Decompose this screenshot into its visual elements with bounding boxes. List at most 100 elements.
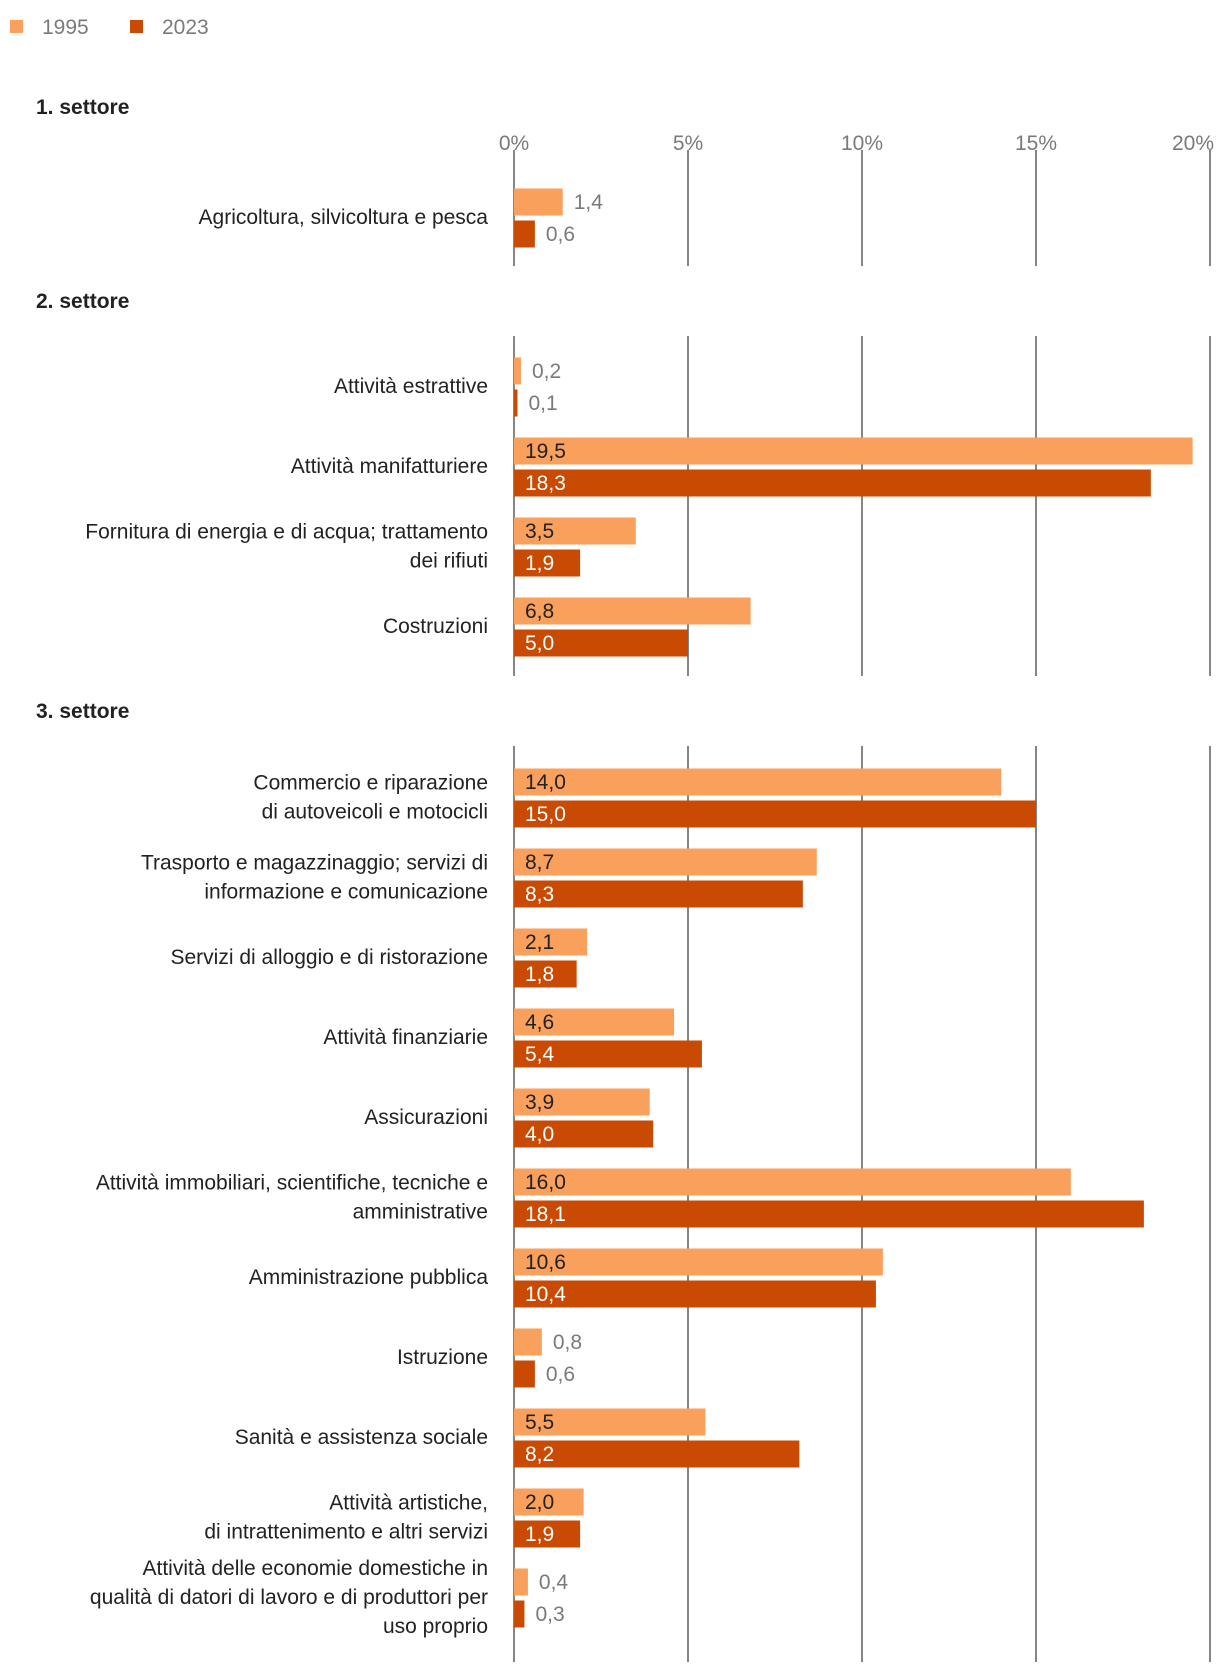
data-label-2023: 0,3 bbox=[535, 1603, 564, 1626]
category-row: Agricoltura, silvicoltura e pesca 1,4 0,6 bbox=[199, 188, 604, 248]
data-label-2023: 0,6 bbox=[546, 223, 575, 246]
data-label-1995: 10,6 bbox=[525, 1251, 566, 1274]
data-label-2023: 1,8 bbox=[525, 963, 554, 986]
category-label: Attività delle economie domestiche in qua… bbox=[90, 1557, 488, 1638]
bar-1995 bbox=[514, 1328, 542, 1356]
axis-tick-label: 0% bbox=[499, 132, 529, 155]
bar-2023 bbox=[514, 960, 577, 988]
data-label-1995: 2,1 bbox=[525, 931, 554, 954]
category-row: Attività delle economie domestiche in qua… bbox=[90, 1557, 569, 1638]
bar-2023 bbox=[514, 629, 688, 657]
bar-2023 bbox=[514, 1440, 800, 1468]
category-label: Attività immobiliari, scientifiche, tecn… bbox=[96, 1172, 488, 1224]
data-label-1995: 19,5 bbox=[525, 440, 566, 463]
data-label-1995: 8,7 bbox=[525, 851, 554, 874]
category-label: Fornitura di energia e di acqua; trattam… bbox=[85, 521, 488, 573]
group-3: 3. settore Commercio e riparazione di auto… bbox=[36, 700, 1211, 1662]
category-label: Agricoltura, silvicoltura e pesca bbox=[199, 206, 489, 229]
data-label-1995: 3,9 bbox=[525, 1091, 554, 1114]
category-row: Amministrazione pubblica 10,6 10,4 bbox=[249, 1248, 883, 1308]
axis-tick-label: 5% bbox=[673, 132, 703, 155]
category-row: Fornitura di energia e di acqua; trattam… bbox=[85, 517, 636, 577]
data-label-2023: 10,4 bbox=[525, 1283, 566, 1306]
data-label-2023: 15,0 bbox=[525, 803, 566, 826]
axis-tick-label: 15% bbox=[1015, 132, 1057, 155]
bar-1995 bbox=[514, 517, 636, 545]
category-row: Attività manifatturiere 19,5 18,3 bbox=[291, 437, 1193, 497]
category-label: Attività estrattive bbox=[334, 375, 488, 398]
data-label-2023: 18,3 bbox=[525, 472, 566, 495]
group-title: 3. settore bbox=[36, 700, 129, 723]
group-1: 1. settore 0% 5% 10% 15% 20% Agricoltura, silv… bbox=[36, 96, 1214, 266]
category-row: Attività finanziarie 4,6 5,4 bbox=[323, 1008, 702, 1068]
data-label-1995: 16,0 bbox=[525, 1171, 566, 1194]
bar-2023 bbox=[514, 1120, 654, 1148]
group-title: 1. settore bbox=[36, 96, 129, 119]
bar-2023 bbox=[514, 1280, 876, 1308]
category-row: Servizi di alloggio e di ristorazione 2,1… bbox=[171, 928, 588, 988]
data-label-2023: 0,1 bbox=[528, 392, 557, 415]
legend: 1995 2023 bbox=[10, 16, 209, 39]
data-label-2023: 5,0 bbox=[525, 632, 554, 655]
bar-1995 bbox=[514, 1568, 528, 1596]
plot-area: 1. settore 0% 5% 10% 15% 20% Agricoltura, silv… bbox=[36, 96, 1214, 1662]
category-label: Servizi di alloggio e di ristorazione bbox=[171, 946, 489, 969]
bar-1995 bbox=[514, 188, 563, 216]
category-row: Attività immobiliari, scientifiche, tecn… bbox=[96, 1168, 1144, 1228]
bar-2023 bbox=[514, 220, 535, 248]
data-label-1995: 0,8 bbox=[553, 1331, 582, 1354]
bar-2023 bbox=[514, 389, 518, 417]
category-label: Trasporto e magazzinaggio; servizi di inf… bbox=[141, 852, 488, 904]
data-label-2023: 0,6 bbox=[546, 1363, 575, 1386]
bar-1995 bbox=[514, 357, 521, 385]
axis-tick-label: 10% bbox=[841, 132, 883, 155]
group-title: 2. settore bbox=[36, 290, 129, 313]
category-label: Attività manifatturiere bbox=[291, 455, 488, 478]
data-label-1995: 6,8 bbox=[525, 600, 554, 623]
bar-1995 bbox=[514, 597, 751, 625]
data-label-1995: 4,6 bbox=[525, 1011, 554, 1034]
category-label: Attività finanziarie bbox=[323, 1026, 488, 1049]
axis-tick-label: 20% bbox=[1172, 132, 1214, 155]
category-row: Istruzione 0,8 0,6 bbox=[397, 1328, 582, 1388]
bar-1995 bbox=[514, 1408, 706, 1436]
category-row: Assicurazioni 3,9 4,0 bbox=[364, 1088, 654, 1148]
bar-1995 bbox=[514, 437, 1193, 465]
data-label-1995: 14,0 bbox=[525, 771, 566, 794]
category-row: Trasporto e magazzinaggio; servizi di inf… bbox=[141, 848, 817, 908]
data-label-1995: 5,5 bbox=[525, 1411, 554, 1434]
bar-1995 bbox=[514, 1488, 584, 1516]
legend-swatch-1995 bbox=[10, 20, 23, 33]
data-label-1995: 2,0 bbox=[525, 1491, 554, 1514]
bar-1995 bbox=[514, 768, 1002, 796]
category-label: Attività artistiche, di intrattenimento e… bbox=[204, 1492, 488, 1544]
bar-2023 bbox=[514, 1360, 535, 1388]
bar-2023 bbox=[514, 1200, 1144, 1228]
data-label-1995: 3,5 bbox=[525, 520, 554, 543]
bar-2023 bbox=[514, 800, 1036, 828]
data-label-1995: 0,4 bbox=[539, 1571, 569, 1594]
data-label-1995: 1,4 bbox=[574, 191, 604, 214]
data-label-2023: 18,1 bbox=[525, 1203, 566, 1226]
legend-swatch-2023 bbox=[130, 20, 143, 33]
bar-2023 bbox=[514, 1600, 525, 1628]
data-label-2023: 4,0 bbox=[525, 1123, 554, 1146]
category-row: Costruzioni 6,8 5,0 bbox=[383, 597, 751, 657]
bar-2023 bbox=[514, 1040, 702, 1068]
category-row: Commercio e riparazione di autoveicoli e … bbox=[253, 768, 1036, 828]
data-label-2023: 8,2 bbox=[525, 1443, 554, 1466]
bar-2023 bbox=[514, 549, 581, 577]
data-label-2023: 5,4 bbox=[525, 1043, 555, 1066]
category-row: Attività artistiche, di intrattenimento e… bbox=[204, 1488, 584, 1548]
bar-1995 bbox=[514, 1088, 650, 1116]
bar-2023 bbox=[514, 1520, 581, 1548]
bar-1995 bbox=[514, 928, 588, 956]
category-label: Costruzioni bbox=[383, 615, 488, 638]
bar-1995 bbox=[514, 1168, 1071, 1196]
category-row: Sanità e assistenza sociale 5,5 8,2 bbox=[235, 1408, 800, 1468]
category-label: Istruzione bbox=[397, 1346, 488, 1369]
data-label-2023: 1,9 bbox=[525, 552, 554, 575]
bar-1995 bbox=[514, 848, 817, 876]
bar-1995 bbox=[514, 1248, 883, 1276]
